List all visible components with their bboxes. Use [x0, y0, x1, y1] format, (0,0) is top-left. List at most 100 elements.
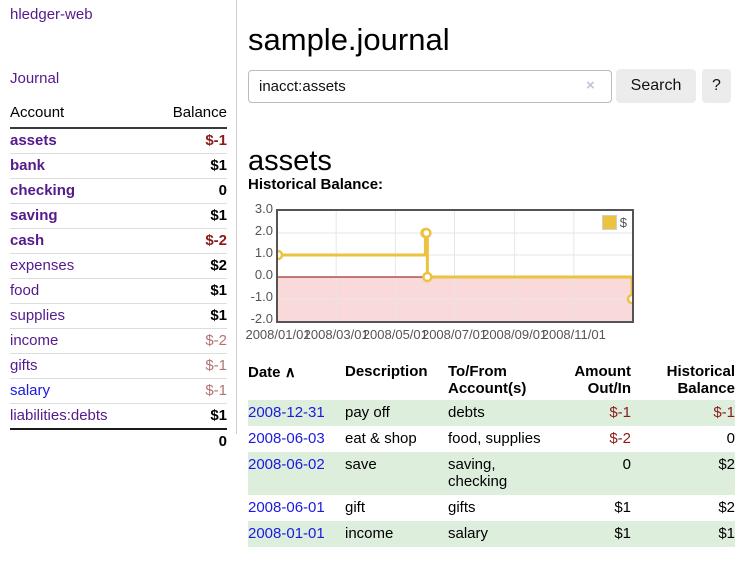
transaction-date-link[interactable]: 2008-12-31	[248, 404, 325, 421]
help-button[interactable]: ?	[702, 69, 731, 103]
account-balance: $1	[149, 203, 227, 229]
account-row: salary $-1	[10, 378, 227, 404]
transaction-date-link[interactable]: 2008-01-01	[248, 525, 325, 542]
x-axis-tick-label: 2008/11/01	[541, 327, 606, 342]
clear-search-icon[interactable]: ×	[586, 77, 595, 94]
account-row: checking 0	[10, 178, 227, 204]
account-row: cash $-2	[10, 228, 227, 254]
y-axis-tick-label: -1.0	[250, 289, 273, 304]
account-balance: $2	[149, 253, 227, 279]
register-header-amount: Amount Out/In	[574, 363, 631, 397]
transaction-description: gift	[345, 499, 366, 516]
chart-legend: $	[601, 215, 627, 230]
account-row: bank $1	[10, 153, 227, 179]
account-row: supplies $1	[10, 303, 227, 329]
search-button[interactable]: Search	[616, 69, 696, 103]
balance-chart: 3.0 2.0 1.0 0.0 -1.0 -2.0 $ 2008/01/01 2008/03…	[243, 201, 668, 348]
transaction-amount: $-2	[609, 430, 631, 447]
page-title: sample.journal	[248, 21, 450, 57]
account-row: income $-2	[10, 328, 227, 354]
transaction-balance: $2	[718, 499, 735, 516]
register-header-tofrom: To/From Account(s)	[448, 363, 527, 397]
account-link-checking[interactable]: checking	[10, 182, 76, 199]
balance-chart-plot: $	[276, 209, 634, 323]
y-axis-tick-label: 2.0	[254, 223, 273, 238]
transaction-amount: 0	[558, 452, 631, 495]
transaction-description: eat & shop	[345, 430, 417, 447]
search-form: × Search ?	[248, 69, 735, 103]
transaction-accounts: salary	[448, 521, 558, 547]
account-balance: 0	[149, 178, 227, 204]
legend-swatch-icon	[601, 215, 617, 230]
account-link-cash[interactable]: cash	[10, 232, 45, 249]
register-row: 2008-06-01 gift gifts $1 $2	[248, 495, 735, 521]
transaction-date-link[interactable]: 2008-06-01	[248, 499, 325, 516]
transaction-accounts: food, supplies	[448, 430, 541, 447]
transaction-accounts: gifts	[448, 499, 476, 516]
register-table: Date ∧ Description To/From Account(s) Am…	[248, 360, 735, 547]
account-row: assets $-1	[10, 128, 227, 154]
account-row: gifts $-1	[10, 353, 227, 379]
search-input[interactable]	[248, 70, 612, 103]
account-link-saving[interactable]: saving	[10, 207, 58, 224]
account-row: saving $1	[10, 203, 227, 229]
account-page-title: assets	[248, 145, 332, 178]
register-row: 2008-06-02 save saving, checking 0 $2	[248, 452, 735, 495]
register-header-balance: Historical Balance	[666, 363, 735, 397]
account-link-assets[interactable]: assets	[10, 132, 57, 149]
app-title-link[interactable]: hledger-web	[10, 6, 93, 23]
register-row: 2008-12-31 pay off debts $-1 $-1	[248, 400, 735, 426]
account-balance: $-2	[149, 228, 227, 254]
transaction-balance: $1	[631, 521, 735, 547]
account-link-food[interactable]: food	[10, 282, 40, 299]
x-axis-tick-label: 2008/03/01	[303, 327, 369, 342]
transaction-amount: $1	[558, 521, 631, 547]
register-row: 2008-01-01 income salary $1 $1	[248, 521, 735, 547]
account-balance: $-2	[149, 328, 227, 354]
y-axis-tick-label: 1.0	[254, 245, 273, 260]
x-axis-tick-label: 2008/07/01	[421, 327, 488, 342]
account-link-supplies[interactable]: supplies	[10, 307, 66, 324]
chart-heading: Historical Balance:	[248, 176, 384, 193]
accounts-header-account: Account	[10, 100, 150, 129]
transaction-balance: $2	[631, 452, 735, 495]
register-row: 2008-06-03 eat & shop food, supplies $-2…	[248, 426, 735, 452]
transaction-balance: 0	[726, 430, 735, 447]
sidebar-item-journal[interactable]: Journal	[10, 70, 60, 87]
legend-label: $	[619, 215, 627, 230]
transaction-accounts: saving, checking	[448, 452, 558, 495]
sort-ascending-icon: ∧	[284, 364, 296, 381]
account-link-income[interactable]: income	[10, 332, 59, 349]
accounts-total-row: 0	[10, 428, 227, 454]
accounts-header-balance: Balance	[149, 100, 227, 129]
transaction-description: save	[345, 452, 448, 495]
account-link-gifts[interactable]: gifts	[10, 357, 38, 374]
account-balance: $1	[149, 278, 227, 304]
account-link-bank[interactable]: bank	[10, 157, 46, 174]
accounts-table: Account Balance assets $-1 bank $1 check…	[10, 100, 227, 454]
transaction-description: income	[345, 521, 448, 547]
accounts-header-row: Account Balance	[10, 100, 227, 129]
register-header-date[interactable]: Date ∧	[248, 364, 296, 381]
y-axis-tick-label: 3.0	[254, 201, 273, 216]
transaction-date-link[interactable]: 2008-06-02	[248, 456, 325, 473]
register-header-row: Date ∧ Description To/From Account(s) Am…	[248, 360, 735, 400]
account-link-salary[interactable]: salary	[10, 382, 51, 399]
x-axis-tick-label: 2008/01/01	[245, 327, 311, 342]
transaction-date-link[interactable]: 2008-06-03	[248, 430, 325, 447]
y-axis-tick-label: -2.0	[250, 311, 273, 326]
account-balance: $1	[149, 403, 227, 429]
account-row: expenses $2	[10, 253, 227, 279]
account-link-liabilities-debts[interactable]: liabilities:debts	[10, 407, 108, 424]
transaction-balance: $-1	[631, 400, 735, 426]
transaction-amount: $-1	[558, 400, 631, 426]
account-link-expenses[interactable]: expenses	[10, 257, 75, 274]
accounts-total: 0	[149, 428, 227, 454]
register-header-description: Description	[345, 363, 428, 380]
transaction-description: pay off	[345, 400, 448, 426]
y-axis-tick-label: 0.0	[254, 267, 273, 282]
transaction-accounts: debts	[448, 400, 558, 426]
x-axis-tick-label: 2008/05/01	[362, 327, 428, 342]
account-row: food $1	[10, 278, 227, 304]
